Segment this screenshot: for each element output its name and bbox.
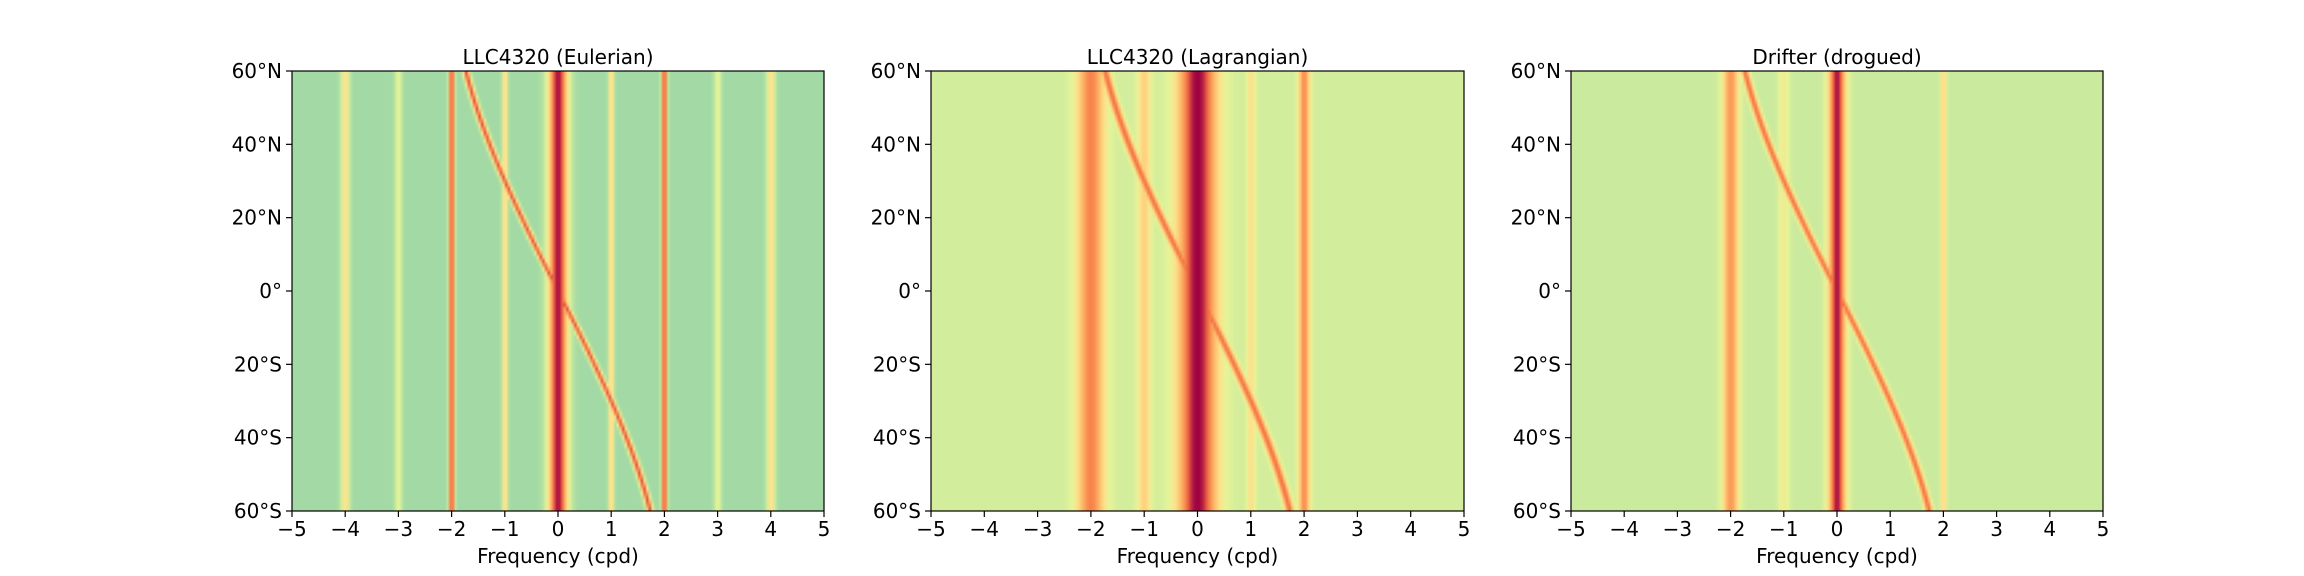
- x-tick-label: 1: [1244, 517, 1257, 541]
- x-tick-label: −1: [1769, 517, 1798, 541]
- x-tick-label: −3: [384, 517, 413, 541]
- y-tick-label: 0°: [259, 279, 282, 303]
- x-tick-label: −4: [1609, 517, 1638, 541]
- y-tick-label: 20°S: [234, 352, 282, 376]
- x-tick-label: −5: [277, 517, 306, 541]
- x-tick-label: −1: [490, 517, 519, 541]
- x-tick-label: 1: [605, 517, 618, 541]
- x-tick-label: 5: [2097, 517, 2110, 541]
- y-tick-label: 60°N: [871, 59, 921, 83]
- x-tick-label: 3: [1990, 517, 2003, 541]
- panel-drifter: Drifter (drogued) −5 −4 −3 −2 −1 0 1 2 3 4 5 60°N 40°…: [1511, 45, 2110, 568]
- x-tick-label: −4: [970, 517, 999, 541]
- x-tick-label: −5: [916, 517, 945, 541]
- chart-title: Drifter (drogued): [1752, 45, 1921, 69]
- x-tick-label: 0: [552, 517, 565, 541]
- y-tick-label: 20°N: [232, 206, 282, 230]
- x-tick-label: 5: [818, 517, 831, 541]
- x-tick-label: −3: [1663, 517, 1692, 541]
- panel-eulerian: LLC4320 (Eulerian) −5 −4 −3 −2 −1 0 1 2 3 4 5 60°N 40…: [232, 45, 831, 568]
- x-tick-label: 3: [711, 517, 724, 541]
- spectrum-heatmap: [1571, 71, 2103, 511]
- y-tick-label: 0°: [898, 279, 921, 303]
- x-axis-label: Frequency (cpd): [1756, 544, 1918, 568]
- y-tick-label: 60°S: [873, 499, 921, 523]
- x-tick-label: 4: [764, 517, 777, 541]
- x-tick-label: 2: [1937, 517, 1950, 541]
- y-tick-label: 60°S: [234, 499, 282, 523]
- y-tick-label: 20°S: [873, 352, 921, 376]
- y-tick-label: 40°N: [871, 132, 921, 156]
- y-tick-label: 40°N: [1511, 132, 1561, 156]
- y-tick-label: 20°N: [1511, 206, 1561, 230]
- y-tick-label: 40°S: [234, 426, 282, 450]
- y-tick-label: 20°N: [871, 206, 921, 230]
- x-tick-label: −1: [1129, 517, 1158, 541]
- chart-title: LLC4320 (Lagrangian): [1087, 45, 1309, 69]
- y-tick-label: 40°N: [232, 132, 282, 156]
- x-tick-label: 0: [1191, 517, 1204, 541]
- spectrum-heatmap: [292, 71, 824, 511]
- y-tick-label: 60°S: [1513, 499, 1561, 523]
- y-tick-label: 40°S: [873, 426, 921, 450]
- chart-title: LLC4320 (Eulerian): [463, 45, 654, 69]
- x-tick-label: 5: [1458, 517, 1471, 541]
- x-tick-label: −4: [330, 517, 359, 541]
- y-tick-label: 60°N: [1511, 59, 1561, 83]
- x-axis-label: Frequency (cpd): [1117, 544, 1279, 568]
- panel-lagrangian: LLC4320 (Lagrangian) −5 −4 −3 −2 −1 0 1 2 3 4 5 60°N…: [871, 45, 1471, 568]
- x-tick-label: 4: [2043, 517, 2056, 541]
- y-tick-label: 60°N: [232, 59, 282, 83]
- x-tick-label: −5: [1556, 517, 1585, 541]
- x-tick-label: −2: [1076, 517, 1105, 541]
- spectrum-heatmap: [931, 71, 1464, 511]
- x-tick-label: 1: [1884, 517, 1897, 541]
- x-tick-label: 2: [1298, 517, 1311, 541]
- x-tick-label: 2: [658, 517, 671, 541]
- y-tick-label: 20°S: [1513, 352, 1561, 376]
- y-tick-label: 0°: [1538, 279, 1561, 303]
- x-tick-label: 4: [1404, 517, 1417, 541]
- x-tick-label: −2: [1716, 517, 1745, 541]
- x-axis-label: Frequency (cpd): [477, 544, 639, 568]
- x-tick-label: −2: [437, 517, 466, 541]
- x-tick-label: 3: [1351, 517, 1364, 541]
- x-tick-label: 0: [1831, 517, 1844, 541]
- x-tick-label: −3: [1023, 517, 1052, 541]
- y-tick-label: 40°S: [1513, 426, 1561, 450]
